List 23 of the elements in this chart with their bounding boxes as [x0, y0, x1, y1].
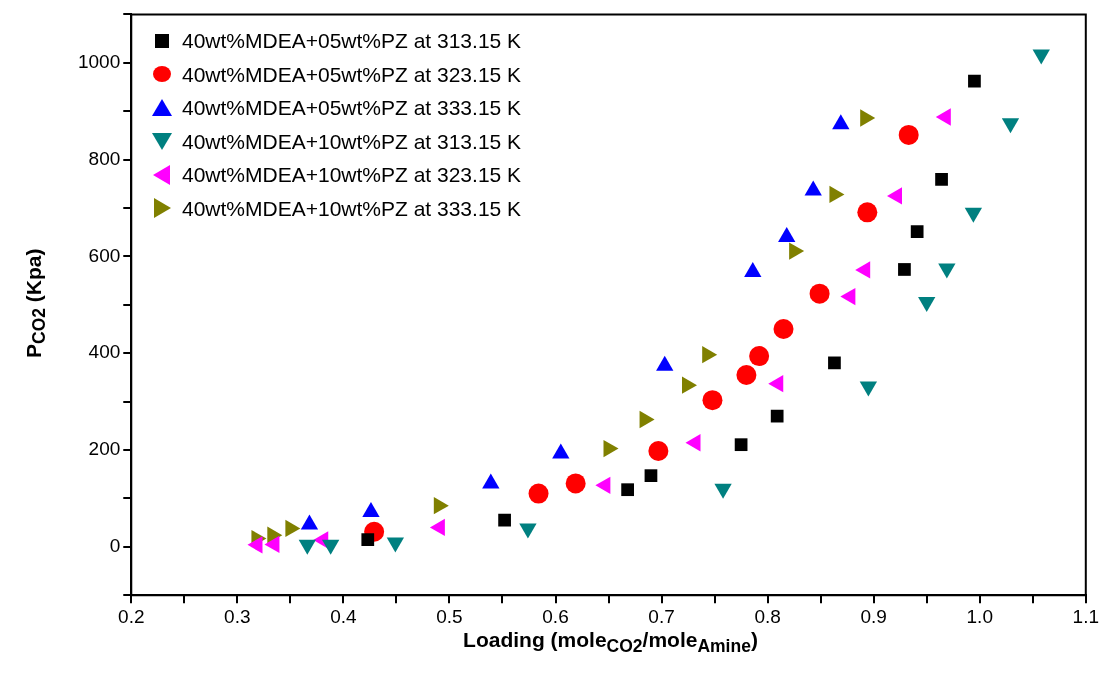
legend-label: 40wt%MDEA+05wt%PZ at 323.15 K: [182, 61, 522, 88]
y-tick-label: 600: [88, 244, 121, 266]
x-tick-label: 0.9: [860, 605, 887, 627]
legend-label: 40wt%MDEA+05wt%PZ at 333.15 K: [182, 95, 522, 121]
legend-label: 40wt%MDEA+05wt%PZ at 313.15 K: [182, 28, 522, 54]
x-tick-label: 0.4: [330, 605, 358, 627]
x-tick-label: 0.5: [436, 605, 463, 627]
y-tick-label: 1000: [77, 51, 121, 73]
legend-label: 40wt%MDEA+10wt%PZ at 313.15 K: [182, 128, 522, 155]
y-tick-label: 200: [88, 438, 121, 460]
x-tick-label: 0.3: [224, 605, 251, 627]
x-tick-label: 0.2: [118, 605, 145, 627]
legend-label: 40wt%MDEA+10wt%PZ at 323.15 K: [182, 162, 522, 188]
y-tick-label: 0: [109, 535, 121, 557]
x-tick-label: 1.0: [966, 605, 993, 627]
x-tick-label: 1.1: [1072, 605, 1099, 627]
x-tick-label: 0.6: [542, 605, 569, 627]
legend-label: 40wt%MDEA+10wt%PZ at 333.15 K: [182, 195, 522, 222]
x-tick-label: 0.7: [648, 605, 675, 627]
x-axis-title: Loading (mole$_{CO2}$/mole$_{Amine}$): [462, 628, 759, 658]
x-tick-label: 0.8: [754, 605, 781, 627]
y-tick-label: 400: [88, 341, 121, 363]
y-tick-label: 800: [88, 147, 121, 169]
